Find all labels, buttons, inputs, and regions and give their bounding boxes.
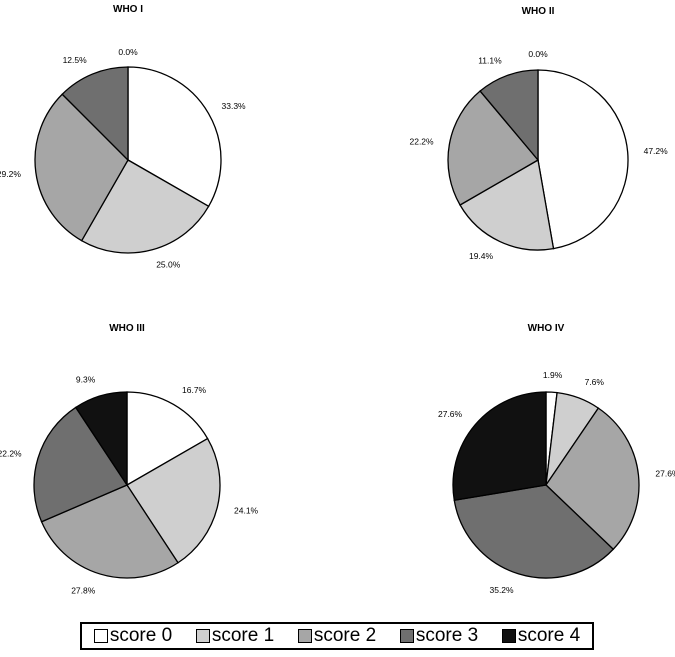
pie-title: WHO I xyxy=(113,4,143,15)
pie-data-label: 22.2% xyxy=(0,449,22,459)
legend-label-score-3: score 3 xyxy=(415,625,479,646)
pie-data-label: 16.7% xyxy=(182,385,207,395)
pie-data-label: 25.0% xyxy=(156,259,181,269)
legend-item-score-4: score 4 xyxy=(501,625,581,647)
legend-swatch-score-4 xyxy=(501,629,516,643)
pie-data-label: 27.8% xyxy=(71,585,96,595)
legend-label-score-0: score 0 xyxy=(109,625,173,646)
pie-data-label: 12.5% xyxy=(63,55,88,65)
pie-data-label: 9.3% xyxy=(76,375,96,385)
pie-title: WHO III xyxy=(109,323,145,334)
chart-legend: score 0 score 1 score 2 score 3 score 4 xyxy=(80,622,594,650)
legend-swatch-score-1 xyxy=(195,629,210,643)
pie-data-label: 27.6% xyxy=(655,468,675,478)
pie-slice-score-3 xyxy=(479,69,539,162)
pie-data-label: 19.4% xyxy=(469,251,494,261)
pie-chart-1: WHO I 33.3% 25.0% 29.2% 12.5% 0.0% xyxy=(0,4,246,269)
pie-chart-2: WHO II 47.2% 19.4% 22.2% 11.1% 0.0% xyxy=(409,6,668,261)
pie-slice-score-0 xyxy=(127,66,222,208)
pie-slice-score-1 xyxy=(126,437,221,564)
pie-slice-score-3 xyxy=(453,484,615,579)
legend-swatch-score-3 xyxy=(399,629,414,643)
legend-item-score-3: score 3 xyxy=(399,625,479,647)
pie-data-label: 11.1% xyxy=(478,55,502,65)
pie-slice-score-0 xyxy=(537,69,629,250)
pie-chart-3: WHO III 16.7% 24.1% 27.8% 22.2% 9.3% xyxy=(0,323,259,595)
pie-data-label: 0.0% xyxy=(118,47,138,57)
pie-data-label: 29.2% xyxy=(0,169,21,179)
pie-slice-score-1 xyxy=(80,159,210,254)
pie-data-label: 33.3% xyxy=(222,101,247,111)
legend-item-score-0: score 0 xyxy=(93,625,173,647)
pie-slice-score-0 xyxy=(126,391,209,487)
pie-slice-score-4 xyxy=(452,391,547,502)
legend-item-score-2: score 2 xyxy=(297,625,377,647)
pie-title: WHO II xyxy=(522,6,555,17)
pie-slice-score-2 xyxy=(545,407,640,551)
pie-slice-score-1 xyxy=(459,158,555,251)
pie-slice-score-3 xyxy=(33,406,128,523)
legend-item-score-1: score 1 xyxy=(195,625,275,647)
legend-label-score-1: score 1 xyxy=(211,625,275,646)
pie-data-label: 35.2% xyxy=(489,585,514,595)
pie-chart-4: WHO IV 1.9% 7.6% 27.6% 35.2% 27.6% xyxy=(438,323,675,595)
pie-data-label: 47.2% xyxy=(644,146,669,156)
legend-label-score-2: score 2 xyxy=(313,625,377,646)
legend-swatch-score-2 xyxy=(297,629,312,643)
pie-slice-score-2 xyxy=(34,93,129,242)
pie-data-label: 7.6% xyxy=(585,377,605,387)
pie-slice-score-4 xyxy=(74,391,128,488)
pie-slice-score-2 xyxy=(40,484,179,579)
pie-slice-score-2 xyxy=(447,90,539,206)
pie-data-label: 0.0% xyxy=(528,49,548,59)
legend-swatch-score-0 xyxy=(93,629,108,643)
legend-label-score-4: score 4 xyxy=(517,625,581,646)
pie-data-label: 22.2% xyxy=(409,137,434,147)
pie-slice-score-3 xyxy=(61,66,129,162)
pie-data-label: 1.9% xyxy=(543,370,563,380)
pie-data-label: 27.6% xyxy=(438,409,463,419)
pie-title: WHO IV xyxy=(528,323,565,334)
pie-data-label: 24.1% xyxy=(234,506,259,516)
